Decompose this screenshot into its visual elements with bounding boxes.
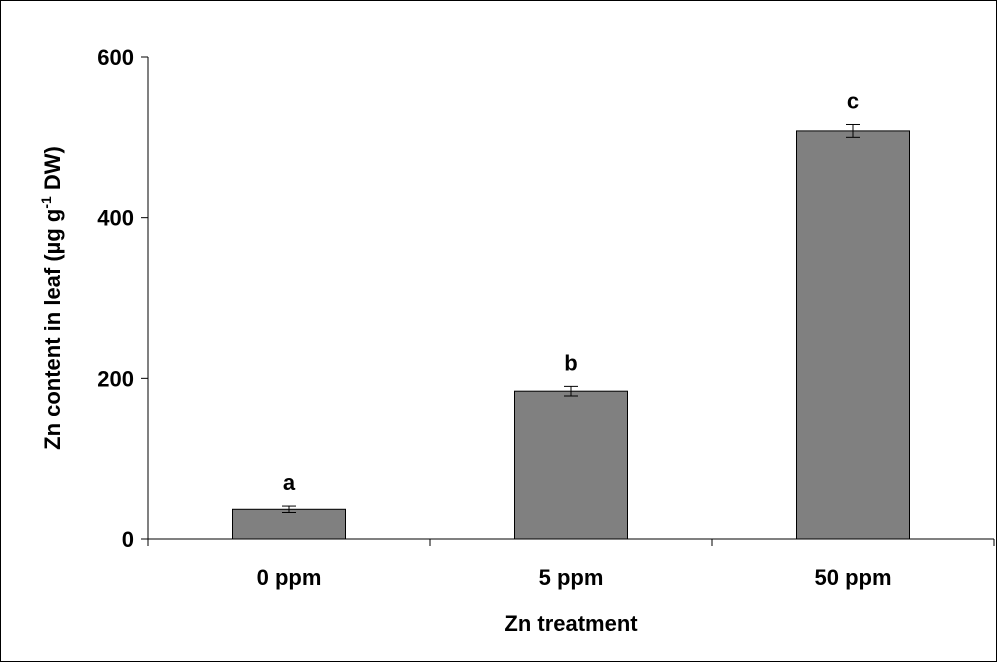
error-bars-layer bbox=[282, 123, 860, 513]
y-tick-label-1: 200 bbox=[97, 366, 134, 391]
y-axis-title-tail: DW) bbox=[40, 146, 65, 196]
y-axis-title-main: Zn content in leaf (µg g bbox=[40, 209, 65, 450]
bar-2 bbox=[796, 130, 910, 540]
y-tick-label-3: 600 bbox=[97, 45, 134, 70]
x-tick-label-1: 5 ppm bbox=[539, 565, 604, 590]
bar-1 bbox=[514, 390, 628, 540]
x-tick-label-2: 50 ppm bbox=[814, 565, 891, 590]
significance-label-1: b bbox=[564, 350, 577, 375]
significance-label-0: a bbox=[283, 470, 296, 495]
y-tick-label-0: 0 bbox=[122, 527, 134, 552]
y-axis-title-superscript: -1 bbox=[38, 196, 54, 209]
x-axis-title: Zn treatment bbox=[504, 611, 638, 636]
x-tick-label-0: 0 ppm bbox=[257, 565, 322, 590]
y-tick-label-2: 400 bbox=[97, 206, 134, 231]
significance-label-2: c bbox=[847, 88, 859, 113]
x-ticks-layer: 0 ppm 5 ppm 50 ppm bbox=[147, 539, 995, 590]
significance-labels-layer: a b c bbox=[283, 88, 859, 495]
bar-0 bbox=[232, 508, 346, 540]
y-ticks-layer: 0 200 400 600 bbox=[97, 45, 148, 552]
y-axis-title: Zn content in leaf (µg g-1 DW) bbox=[38, 146, 65, 450]
